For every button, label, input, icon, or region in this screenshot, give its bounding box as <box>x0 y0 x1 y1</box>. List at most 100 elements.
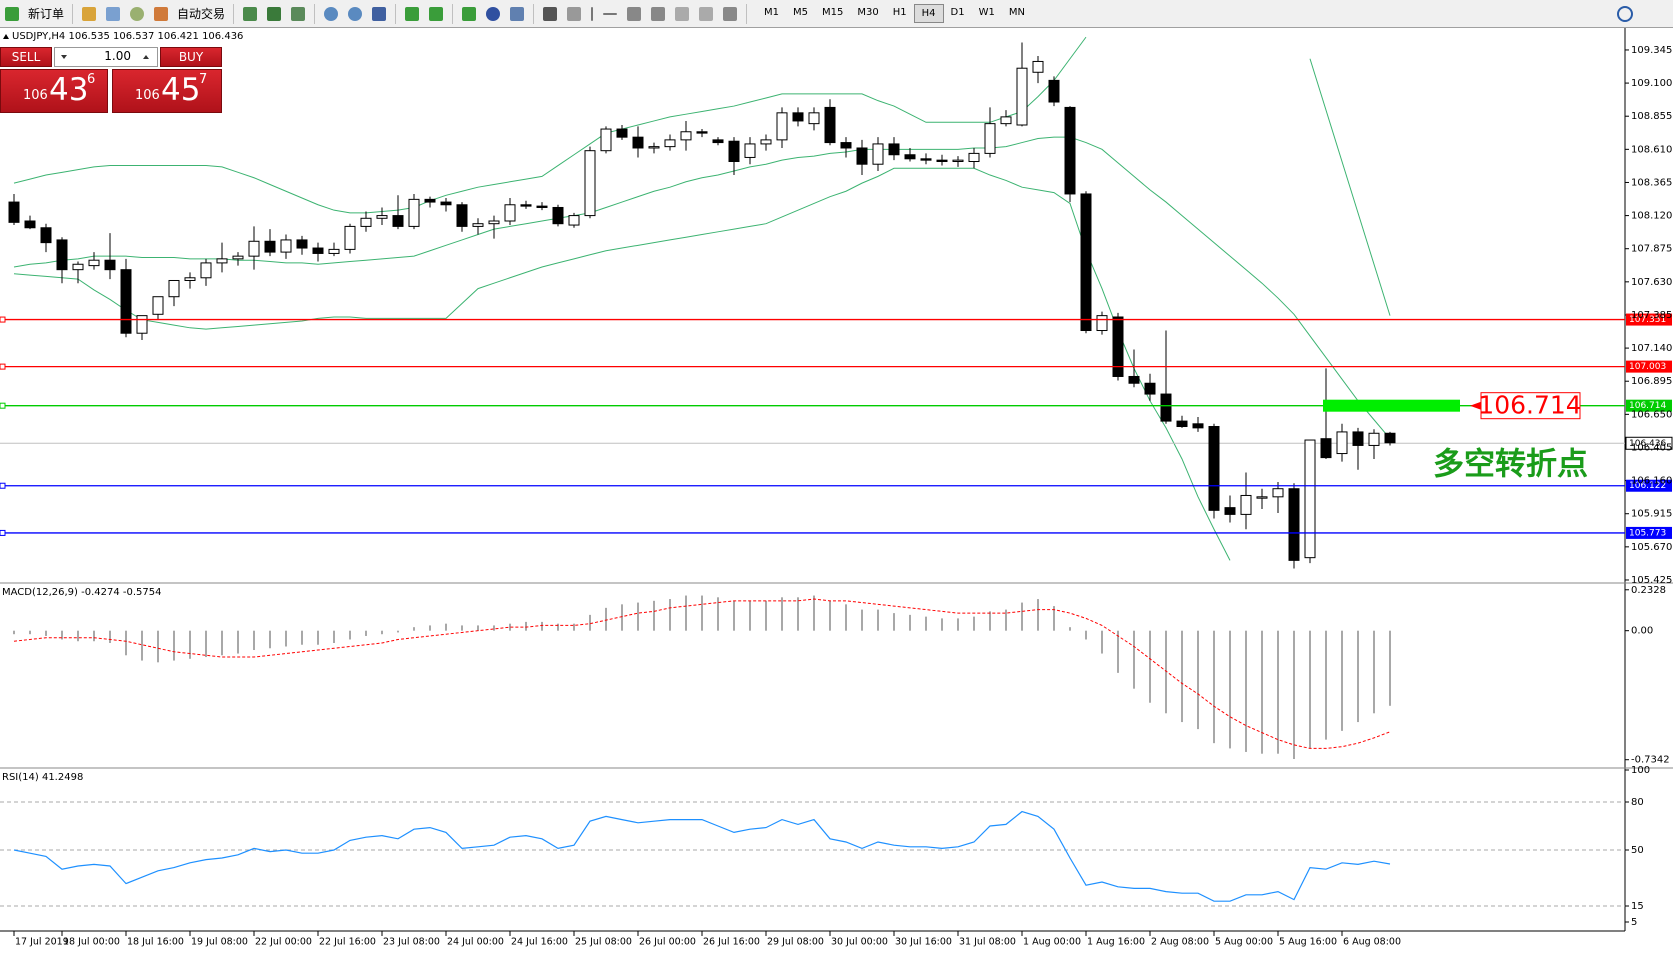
candle-body <box>1032 60 1044 73</box>
x-tick-label: 31 Jul 08:00 <box>959 937 1016 948</box>
candle-body <box>1000 116 1012 125</box>
new-order-button[interactable]: 新订单 <box>28 7 65 21</box>
y-tick-label: 106.405 <box>1631 442 1672 453</box>
separator <box>533 3 535 24</box>
x-tick-label: 5 Aug 00:00 <box>1215 937 1273 948</box>
tool-icon[interactable] <box>405 6 420 21</box>
price-label-box <box>1626 479 1672 492</box>
candle-body <box>1096 315 1108 332</box>
vline[interactable] <box>591 6 594 21</box>
tool-icon[interactable] <box>291 6 306 21</box>
tool-icon[interactable] <box>429 6 444 21</box>
x-tick-label: 29 Jul 08:00 <box>767 937 824 948</box>
candle-body <box>1240 494 1252 515</box>
separator <box>72 3 74 24</box>
y-tick-label: 15 <box>1631 901 1644 912</box>
y-tick-label: -0.7342 <box>1631 755 1670 766</box>
timeframe-button[interactable]: M15 <box>822 7 844 18</box>
timeframe-button[interactable]: D1 <box>950 7 965 18</box>
candle-body <box>56 239 68 271</box>
timeframe-button[interactable]: M1 <box>764 7 780 18</box>
crosshair[interactable] <box>567 6 582 21</box>
candle-body <box>280 239 292 253</box>
candle-body <box>920 158 932 161</box>
auto-trading-icon[interactable] <box>154 6 169 21</box>
periods[interactable] <box>486 6 501 21</box>
volume[interactable]: 1.00 <box>104 49 131 63</box>
cursor[interactable] <box>543 6 558 21</box>
tool-icon[interactable] <box>267 6 282 21</box>
search[interactable] <box>1617 5 1633 22</box>
hline[interactable] <box>603 12 618 15</box>
line-marker <box>0 316 6 323</box>
separator <box>314 3 316 24</box>
sell-button[interactable]: SELL <box>0 47 52 67</box>
candle-body <box>136 315 148 334</box>
overlay: 107.351 107.003 106.714 106.122 105.773 106.4… <box>0 49 1673 948</box>
x-tick-label: 18 Jul 16:00 <box>127 937 184 948</box>
line-marker <box>0 482 6 489</box>
signal-line <box>13 598 1391 749</box>
auto-trading-button[interactable]: 自动交易 <box>177 7 226 21</box>
timeframe-button[interactable]: H4 <box>913 4 944 23</box>
candle-body <box>392 215 404 227</box>
timeframe-button[interactable]: H1 <box>892 7 907 18</box>
zoom-in[interactable] <box>324 6 339 21</box>
candle-body <box>872 143 884 165</box>
candle-body <box>760 139 772 145</box>
timeframe-button[interactable]: M30 <box>857 7 879 18</box>
text-tool[interactable] <box>675 6 690 21</box>
arrows-tool[interactable] <box>723 6 738 21</box>
indicators[interactable] <box>462 6 477 21</box>
tool-icon[interactable] <box>130 6 145 21</box>
zoom-out[interactable] <box>348 6 363 21</box>
fibo[interactable] <box>651 6 666 21</box>
candle-body <box>296 239 308 249</box>
candle-body <box>1080 193 1092 332</box>
y-tick-label: 109.345 <box>1631 45 1672 56</box>
sell-price[interactable]: 106 43 6 <box>0 69 108 113</box>
tool-icon[interactable] <box>243 6 258 21</box>
y-tick-label: 108.855 <box>1631 111 1672 122</box>
candle-body <box>440 201 452 206</box>
candle-body <box>72 263 84 271</box>
templates[interactable] <box>510 6 525 21</box>
candle-body <box>728 140 740 163</box>
price-label: 107.003 <box>1629 362 1666 372</box>
trendline[interactable] <box>627 6 642 21</box>
candle-body <box>1272 488 1284 498</box>
candle-body <box>1304 439 1316 559</box>
trade-panel: SELL 1.00 BUY 106 43 6 106 45 7 <box>0 47 222 113</box>
timeframe-button[interactable]: MN <box>1008 7 1025 18</box>
y-tick-label: 0.2328 <box>1631 585 1666 596</box>
volume-spinner[interactable]: 1.00 <box>54 47 158 67</box>
candle-body <box>984 123 996 154</box>
collapse-arrow[interactable] <box>3 34 9 39</box>
buy-price[interactable]: 106 45 7 <box>112 69 222 113</box>
timeframe-button[interactable]: M5 <box>793 7 809 18</box>
y-tick-label: 108.365 <box>1631 177 1672 188</box>
candle-body <box>360 217 372 227</box>
x-tick-label: 24 Jul 16:00 <box>511 937 568 948</box>
x-tick-label: 25 Jul 08:00 <box>575 937 632 948</box>
buy-button[interactable]: BUY <box>160 47 222 67</box>
candle-body <box>40 227 52 244</box>
price-big: 106 <box>135 88 160 103</box>
up-arrow[interactable] <box>143 55 149 59</box>
candle-body <box>1048 79 1060 103</box>
tile[interactable] <box>372 6 387 21</box>
price-label-box <box>1626 360 1672 373</box>
candle-body <box>952 159 964 163</box>
timeframe-button[interactable]: W1 <box>978 7 995 18</box>
callout-box <box>1480 392 1581 420</box>
tool-icon[interactable] <box>106 6 121 21</box>
down-arrow[interactable] <box>61 55 67 59</box>
new-order-icon[interactable] <box>5 6 19 21</box>
candle-body <box>488 220 500 225</box>
candle-body <box>232 255 244 260</box>
label-tool[interactable] <box>699 6 714 21</box>
tool-icon[interactable] <box>82 6 97 21</box>
candle-body <box>552 206 564 225</box>
separator <box>233 3 235 24</box>
candle-body <box>24 220 36 229</box>
